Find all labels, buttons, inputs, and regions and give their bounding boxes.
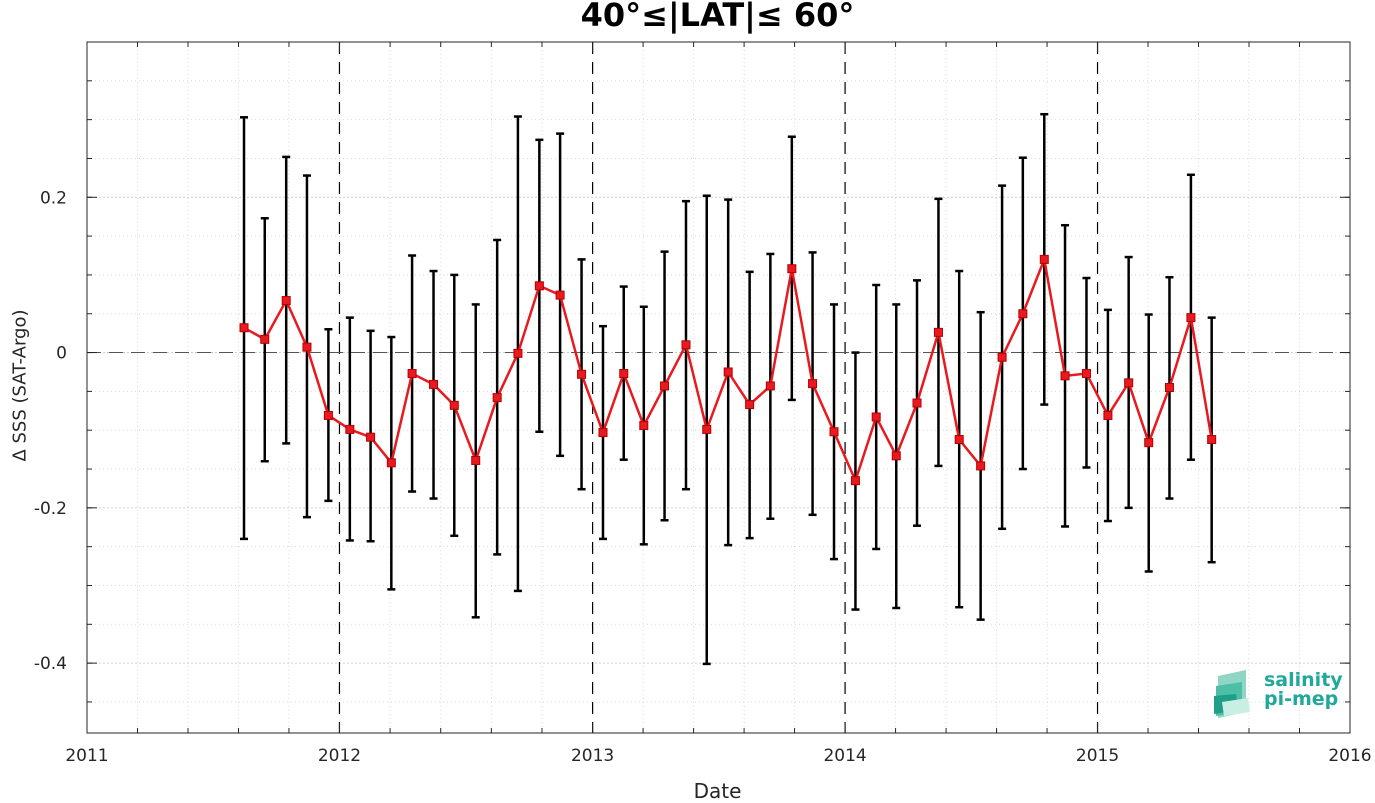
x-tick-label: 2012 (318, 746, 361, 766)
data-point-marker (702, 424, 712, 434)
data-point-marker (954, 435, 964, 445)
logo-text-salinity: salinity (1264, 669, 1343, 691)
data-point-marker (808, 379, 818, 389)
data-point-marker (598, 428, 608, 438)
data-point-marker (513, 348, 523, 358)
data-point-marker (976, 461, 986, 471)
data-point-marker (745, 400, 755, 410)
data-point-marker (1018, 309, 1028, 319)
data-point-marker (1164, 383, 1174, 392)
data-point-marker (1103, 410, 1113, 420)
data-point-marker (429, 379, 439, 389)
data-point-marker (281, 296, 291, 306)
data-point-marker (366, 432, 376, 442)
data-point-marker (449, 400, 459, 410)
data-point-marker (555, 290, 565, 300)
data-point-marker (1124, 378, 1134, 388)
y-tick-label: 0 (56, 344, 67, 364)
plot-frame (86, 41, 1351, 734)
data-point-marker (345, 424, 355, 434)
chart-title: 40°≤|LAT|≤ 60° (580, 0, 855, 34)
data-point-marker (260, 334, 270, 344)
x-tick-label: 2014 (823, 746, 866, 766)
data-point-marker (1144, 438, 1154, 448)
x-axis-label: Date (693, 779, 742, 803)
data-point-marker (1207, 435, 1217, 445)
data-point-marker (239, 323, 249, 333)
data-point-marker (1060, 371, 1070, 381)
data-point-marker (1039, 254, 1049, 264)
y-tick-label: 0.2 (40, 188, 67, 208)
data-point-marker (765, 381, 775, 391)
data-point-marker (871, 412, 881, 422)
data-point-marker (323, 410, 333, 420)
data-point-marker (639, 421, 649, 431)
data-point-marker (534, 281, 544, 291)
data-point-marker (407, 369, 417, 379)
x-tick-label: 2011 (65, 746, 108, 766)
data-point-marker (577, 369, 587, 379)
data-point-marker (660, 381, 670, 391)
x-tick-label: 2016 (1328, 746, 1371, 766)
data-point-marker (492, 393, 502, 403)
data-point-marker (1081, 369, 1091, 379)
x-tick-label: 2015 (1076, 746, 1119, 766)
data-point-marker (850, 476, 860, 486)
salinity-pimep-logo-icon (1214, 670, 1250, 718)
data-markers (239, 254, 1217, 486)
error-bars (240, 112, 1216, 666)
data-point-marker (933, 327, 943, 337)
tick-labels: 2011 2012 2013 2014 2015 2016 -0.4 -0.2 0 0.2 (34, 188, 1372, 766)
data-point-marker (681, 340, 691, 350)
data-point-marker (829, 427, 839, 437)
y-tick-label: -0.2 (34, 499, 67, 519)
data-point-marker (619, 369, 629, 379)
y-tick-label: -0.4 (34, 654, 67, 674)
data-point-marker (723, 367, 733, 377)
data-point-marker (912, 398, 922, 408)
x-tick-label: 2013 (571, 746, 614, 766)
y-axis-label: Δ SSS (SAT-Argo) (9, 309, 31, 462)
data-point-marker (471, 455, 481, 465)
plot-axes (86, 41, 1351, 734)
logo-text-pimep: pi-mep (1264, 688, 1339, 710)
data-point-marker (386, 458, 396, 468)
data-point-marker (891, 451, 901, 461)
data-point-marker (302, 342, 312, 352)
grid-lines (87, 42, 1350, 733)
data-point-marker (787, 264, 797, 274)
data-point-marker (997, 352, 1007, 362)
data-point-marker (1186, 313, 1196, 323)
